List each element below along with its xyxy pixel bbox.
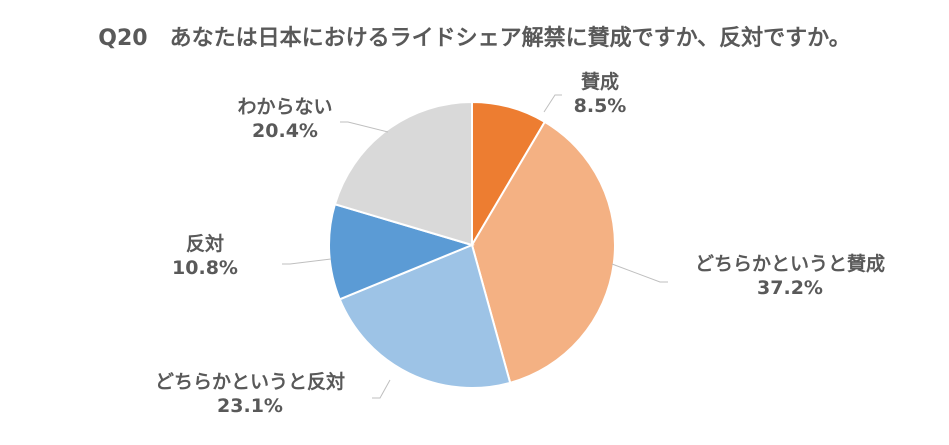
leader-line-3 — [372, 379, 391, 399]
chart-title: Q20 あなたは日本におけるライドシェア解禁に賛成ですか、反対ですか。 — [98, 26, 851, 51]
leader-line-1 — [543, 94, 562, 113]
leader-line-4 — [282, 258, 332, 265]
pie-slice-3 — [338, 243, 512, 389]
slice-value-label-4: 10.8% — [172, 257, 238, 279]
slice-value-label-3: 23.1% — [217, 395, 283, 417]
slice-category-label-5: わからない — [237, 96, 332, 118]
slice-value-label-2: 37.2% — [757, 277, 823, 299]
leader-line-2 — [611, 263, 668, 283]
pie-slice-4 — [328, 202, 476, 301]
pie-slice-5 — [333, 100, 473, 247]
slice-category-label-1: 賛成 — [581, 70, 619, 93]
slice-value-label-5: 20.4% — [252, 120, 318, 142]
slice-category-label-3: どちらかというと反対 — [155, 370, 345, 393]
slice-category-label-2: どちらかというと賛成 — [695, 252, 885, 275]
leader-line-5 — [340, 121, 389, 133]
slice-category-label-4: 反対 — [186, 232, 224, 255]
slice-value-label-1: 8.5% — [574, 95, 627, 117]
pie-slice-2 — [470, 120, 616, 385]
